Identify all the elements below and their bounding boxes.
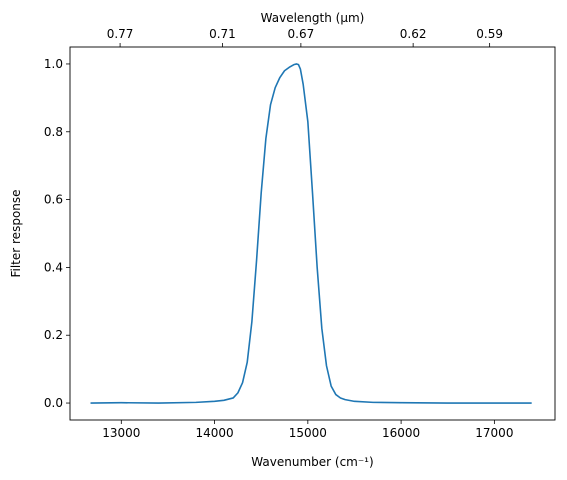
x-tick-label: 15000 (289, 426, 327, 440)
y-tick-label: 0.2 (44, 328, 63, 342)
top-tick-label: 0.62 (400, 27, 427, 41)
x-axis-title: Wavenumber (cm⁻¹) (251, 455, 373, 469)
series-line-0 (90, 63, 532, 404)
y-axis-ticks: 0.0 0.2 0.4 0.6 0.8 1.0 (44, 57, 70, 410)
y-tick-label: 0.4 (44, 260, 63, 274)
top-axis-title: Wavelength (μm) (261, 11, 365, 25)
top-tick-label: 0.59 (476, 27, 503, 41)
plot-frame (69, 46, 556, 421)
top-tick-label: 0.67 (288, 27, 315, 41)
y-tick-label: 0.8 (44, 125, 63, 139)
top-tick-label: 0.77 (107, 27, 134, 41)
y-tick-label: 0.0 (44, 396, 63, 410)
y-tick-label: 1.0 (44, 57, 63, 71)
x-tick-label: 13000 (102, 426, 140, 440)
x-axis-ticks: 13000 14000 15000 16000 17000 (102, 420, 513, 440)
plot-series (90, 63, 532, 404)
top-axis-ticks: 0.77 0.71 0.67 0.62 0.59 (107, 27, 503, 47)
x-tick-label: 16000 (382, 426, 420, 440)
x-tick-label: 17000 (475, 426, 513, 440)
x-tick-label: 14000 (195, 426, 233, 440)
y-tick-label: 0.6 (44, 193, 63, 207)
y-axis-title: Filter response (9, 189, 23, 277)
top-tick-label: 0.71 (209, 27, 236, 41)
